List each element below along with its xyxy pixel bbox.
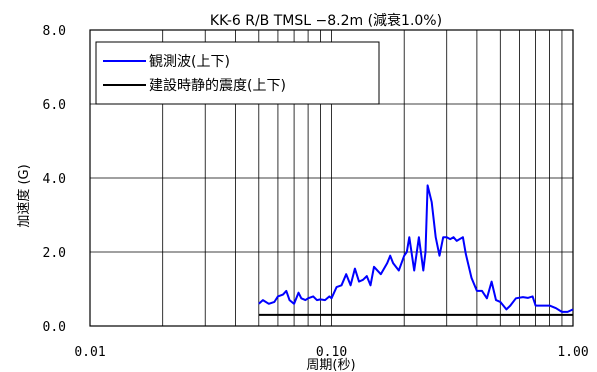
y-tick-label: 2.0 xyxy=(43,246,66,261)
y-tick-label: 6.0 xyxy=(43,98,66,113)
legend-box xyxy=(95,41,380,105)
y-tick-labels: 0.0 2.0 4.0 6.0 8.0 xyxy=(43,24,66,335)
x-axis-label: 周期(秒) xyxy=(306,358,355,372)
y-tick-label: 0.0 xyxy=(43,320,66,335)
x-tick-labels: 0.01 0.10 1.00 xyxy=(74,345,588,360)
x-tick-label: 0.10 xyxy=(316,345,347,360)
x-tick-label: 0.01 xyxy=(74,345,105,360)
y-tick-label: 4.0 xyxy=(43,172,66,187)
series-line-observed xyxy=(258,184,574,313)
series-lines xyxy=(258,184,574,316)
plot-frame xyxy=(89,29,574,327)
x-tick-label: 1.00 xyxy=(557,345,588,360)
chart-title: KK-6 R/B TMSL −8.2m (減衰1.0%) xyxy=(210,12,442,29)
legend: 観測波(上下) 建設時静的震度(上下) xyxy=(95,41,380,105)
legend-label-static: 建設時静的震度(上下) xyxy=(149,78,286,94)
legend-label-observed: 観測波(上下) xyxy=(149,53,230,70)
y-tick-label: 8.0 xyxy=(43,24,66,39)
y-axis-label: 加速度 (G) xyxy=(16,164,32,227)
